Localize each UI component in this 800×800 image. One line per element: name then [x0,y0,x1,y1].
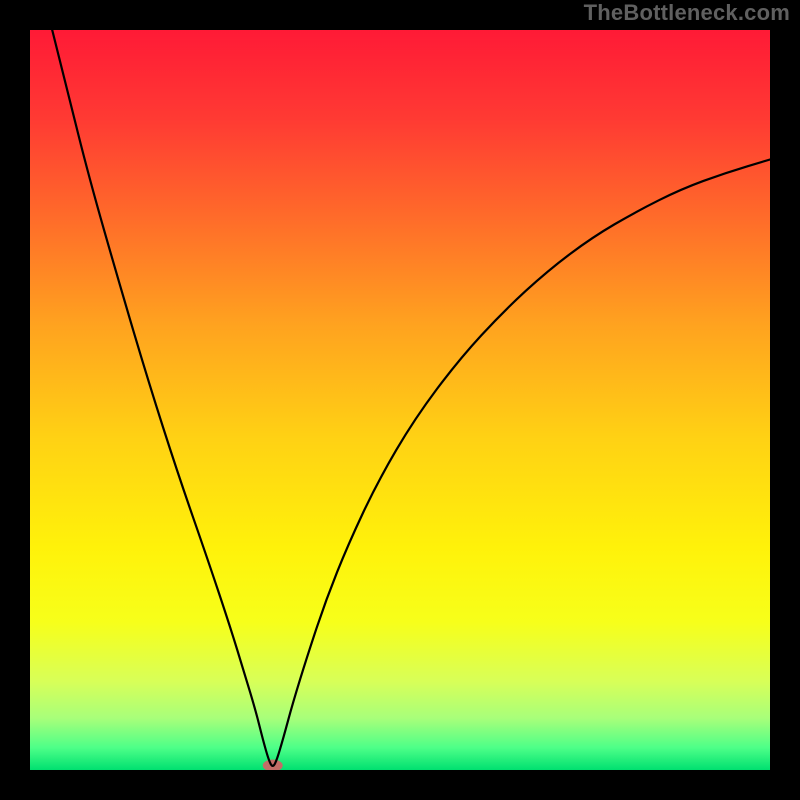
plot-area [30,30,770,770]
watermark-text: TheBottleneck.com [584,0,790,26]
gradient-background [30,30,770,770]
bottleneck-chart [30,30,770,770]
chart-container: TheBottleneck.com [0,0,800,800]
